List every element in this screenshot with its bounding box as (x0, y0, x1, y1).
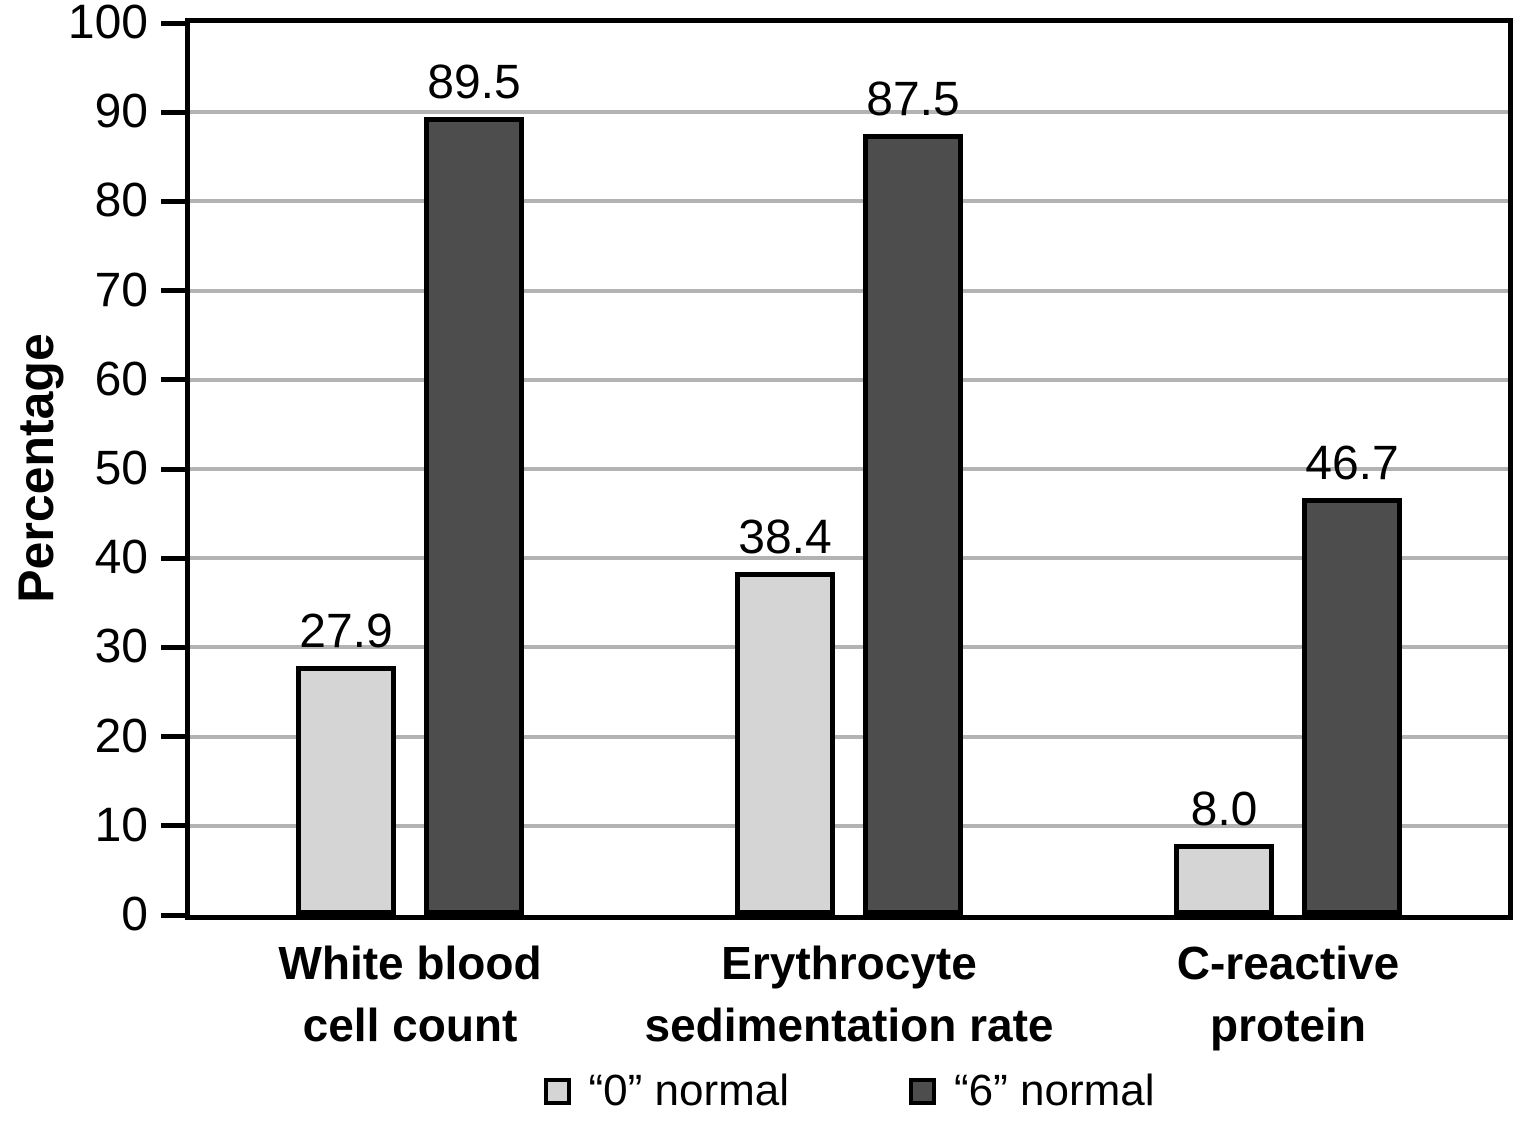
y-axis-tick-label: 10 (94, 799, 148, 852)
y-axis-tick-label: 30 (94, 620, 148, 673)
y-axis-tick (161, 199, 185, 204)
bar-series6 (424, 117, 524, 915)
y-axis-tick-label: 60 (94, 353, 148, 406)
y-axis-tick (161, 734, 185, 739)
gridline (190, 645, 1508, 649)
legend-label: “6” normal (954, 1066, 1155, 1115)
y-axis-tick (161, 467, 185, 472)
legend-swatch (909, 1077, 936, 1105)
x-category-label: White blood cell count (278, 937, 542, 1051)
x-category-label: Erythrocyte sedimentation rate (644, 937, 1054, 1051)
y-axis-tick-label: 80 (94, 174, 148, 227)
bar-value-label: 87.5 (866, 73, 960, 126)
gridline (190, 378, 1508, 382)
bar-series6 (1302, 498, 1402, 915)
y-axis-tick-label: 100 (67, 0, 148, 49)
y-axis-tick (161, 913, 185, 918)
legend-item: “0” normal (543, 1066, 790, 1116)
y-axis-tick (161, 645, 185, 650)
y-axis-tick-label: 70 (94, 264, 148, 317)
gridline (190, 289, 1508, 293)
y-axis-tick (161, 823, 185, 828)
legend-swatch (543, 1077, 571, 1105)
x-category-label: C-reactive protein (1176, 937, 1400, 1051)
y-axis-tick (161, 110, 185, 115)
y-axis-tick-label: 40 (94, 531, 148, 584)
bar-series0 (1174, 844, 1274, 915)
bar-value-label: 89.5 (427, 56, 521, 109)
bar-series0 (296, 666, 396, 915)
y-axis-tick (161, 288, 185, 293)
gridline (190, 467, 1508, 471)
y-axis-tick (161, 21, 185, 26)
legend: “0” normal “6” normal (185, 1066, 1513, 1116)
y-axis-tick-label: 90 (94, 85, 148, 138)
bar-series0 (735, 572, 835, 915)
gridline (190, 110, 1508, 114)
y-axis-tick-label: 20 (94, 710, 148, 763)
bar-value-label: 46.7 (1305, 437, 1399, 490)
bar-value-label: 38.4 (738, 511, 832, 564)
y-axis-tick (161, 377, 185, 382)
bar-series6 (863, 134, 963, 915)
bar-value-label: 27.9 (299, 605, 393, 658)
y-axis-tick-label: 0 (121, 888, 148, 941)
bar-value-label: 8.0 (1190, 783, 1258, 836)
gridline (190, 824, 1508, 828)
legend-label: “0” normal (588, 1066, 790, 1115)
y-axis-tick-label: 50 (94, 442, 148, 495)
y-axis-tick (161, 556, 185, 561)
legend-item: “6” normal (909, 1066, 1155, 1116)
plot-area: 27.9 89.5 38.4 87.5 8.0 46.7 (185, 18, 1513, 920)
gridline (190, 199, 1508, 203)
gridline (190, 735, 1508, 739)
gridline (190, 556, 1508, 560)
